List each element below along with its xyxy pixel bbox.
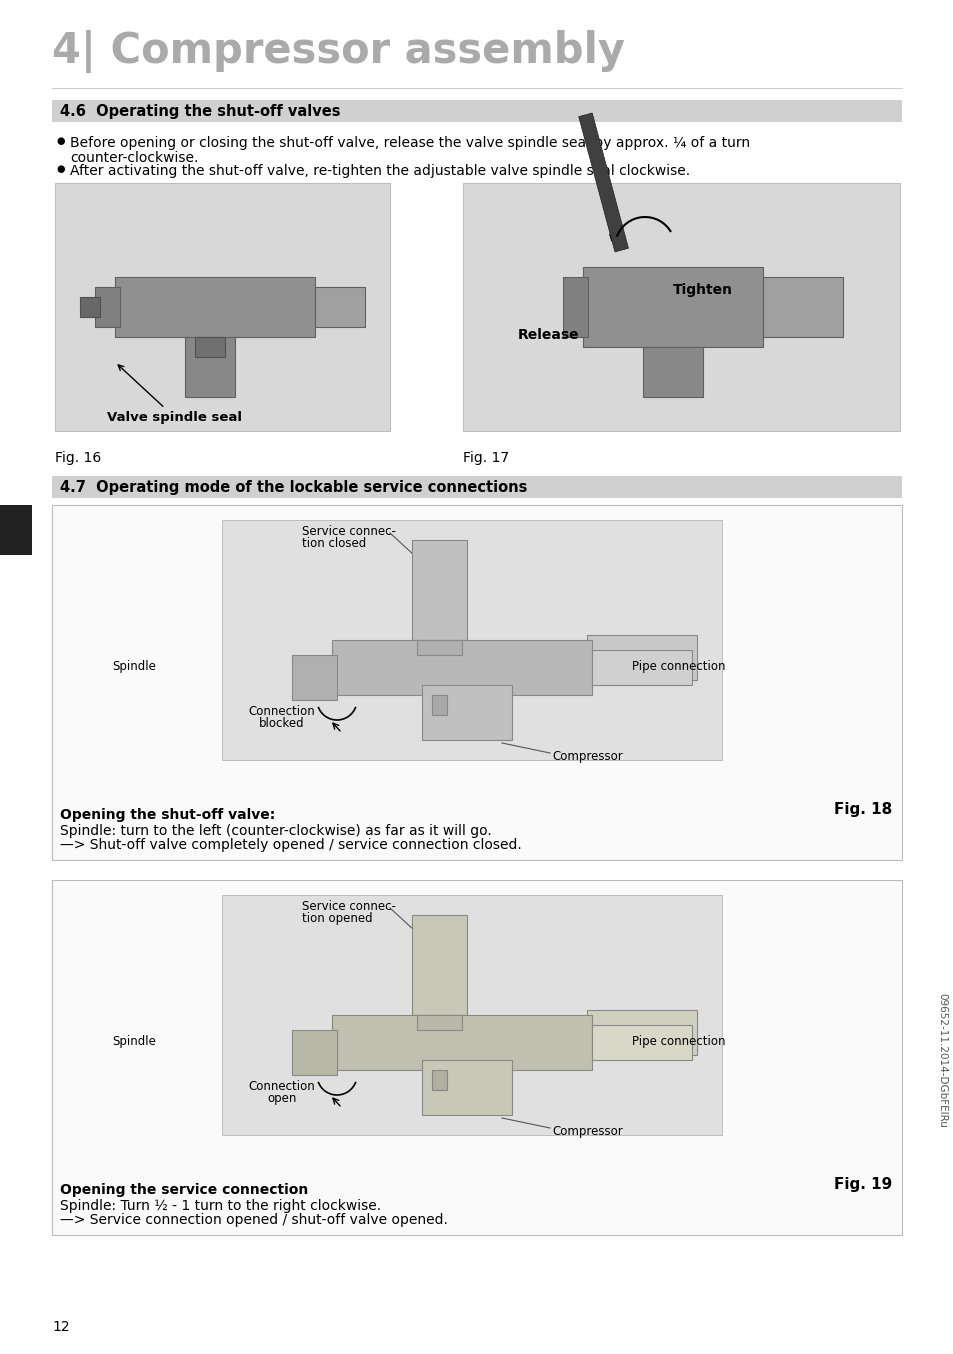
Bar	[416, 1016, 461, 1030]
Text: Spindle: turn to the left (counter-clockwise) as far as it will go.: Spindle: turn to the left (counter-clock…	[60, 825, 491, 838]
Bar	[582, 267, 762, 347]
Bar	[586, 635, 697, 680]
Bar	[0, 505, 32, 555]
Bar	[592, 1025, 691, 1060]
Text: —> Service connection opened / shut-off valve opened.: —> Service connection opened / shut-off …	[60, 1213, 447, 1227]
Text: Connection: Connection	[249, 705, 315, 718]
Bar	[222, 520, 721, 760]
Bar	[432, 1070, 447, 1090]
Text: Valve spindle seal: Valve spindle seal	[108, 366, 242, 424]
Bar	[421, 1060, 512, 1114]
Text: Fig. 17: Fig. 17	[462, 451, 509, 464]
Text: 4| Compressor assembly: 4| Compressor assembly	[52, 30, 624, 73]
Text: Compressor: Compressor	[552, 750, 622, 764]
Bar	[332, 1016, 592, 1070]
Text: Connection: Connection	[249, 1080, 315, 1093]
Bar	[222, 895, 721, 1135]
Bar	[412, 540, 467, 640]
Bar	[432, 695, 447, 715]
Text: 09652-11.2014-DGbFEIRu: 09652-11.2014-DGbFEIRu	[936, 992, 946, 1128]
Text: Release: Release	[517, 328, 579, 343]
Text: Fig. 18: Fig. 18	[833, 802, 891, 816]
Bar	[52, 100, 901, 122]
Text: 12: 12	[52, 1320, 70, 1334]
Bar	[592, 650, 691, 685]
Text: Pipe connection: Pipe connection	[631, 659, 724, 673]
Bar	[194, 337, 225, 357]
Bar	[332, 640, 592, 695]
Bar	[578, 112, 628, 252]
Bar	[314, 287, 365, 328]
Text: ●: ●	[56, 164, 65, 175]
Text: Fig. 19: Fig. 19	[833, 1177, 891, 1192]
Bar	[80, 297, 100, 317]
Text: 4.7  Operating mode of the lockable service connections: 4.7 Operating mode of the lockable servi…	[60, 481, 527, 496]
Text: —> Shut-off valve completely opened / service connection closed.: —> Shut-off valve completely opened / se…	[60, 838, 521, 852]
Bar	[52, 505, 901, 860]
Text: Opening the service connection: Opening the service connection	[60, 1183, 308, 1197]
Bar	[95, 287, 120, 328]
Bar	[52, 880, 901, 1235]
Bar	[412, 915, 467, 1016]
Text: Fig. 16: Fig. 16	[55, 451, 101, 464]
Bar	[462, 183, 899, 431]
Bar	[52, 477, 901, 498]
Text: tion closed: tion closed	[302, 538, 366, 550]
Text: Pipe connection: Pipe connection	[631, 1034, 724, 1048]
Text: Compressor: Compressor	[552, 1125, 622, 1137]
Bar	[185, 337, 234, 397]
Text: blocked: blocked	[259, 718, 305, 730]
Text: Spindle: Spindle	[112, 1034, 155, 1048]
Bar	[586, 1010, 697, 1055]
Bar	[762, 278, 842, 337]
Bar	[416, 640, 461, 655]
Text: Spindle: Spindle	[112, 659, 155, 673]
Bar	[292, 1030, 336, 1075]
Text: Service connec-: Service connec-	[302, 525, 395, 538]
Bar	[115, 278, 314, 337]
Text: After activating the shut-off valve, re-tighten the adjustable valve spindle sea: After activating the shut-off valve, re-…	[70, 164, 689, 177]
Bar	[642, 347, 702, 397]
Bar	[55, 183, 390, 431]
Text: 4.6  Operating the shut-off valves: 4.6 Operating the shut-off valves	[60, 104, 340, 119]
Text: Spindle: Turn ½ - 1 turn to the right clockwise.: Spindle: Turn ½ - 1 turn to the right cl…	[60, 1200, 381, 1213]
Text: Before opening or closing the shut-off valve, release the valve spindle seal by : Before opening or closing the shut-off v…	[70, 135, 749, 150]
Bar	[292, 655, 336, 700]
Text: Opening the shut-off valve:: Opening the shut-off valve:	[60, 808, 275, 822]
Text: ●: ●	[56, 135, 65, 146]
Bar	[562, 278, 587, 337]
Text: counter-clockwise.: counter-clockwise.	[70, 152, 198, 165]
Bar	[421, 685, 512, 741]
Text: Tighten: Tighten	[672, 283, 732, 297]
Text: tion opened: tion opened	[302, 913, 373, 925]
Text: Service connec-: Service connec-	[302, 900, 395, 913]
Text: GB: GB	[5, 523, 27, 538]
Text: open: open	[267, 1091, 296, 1105]
